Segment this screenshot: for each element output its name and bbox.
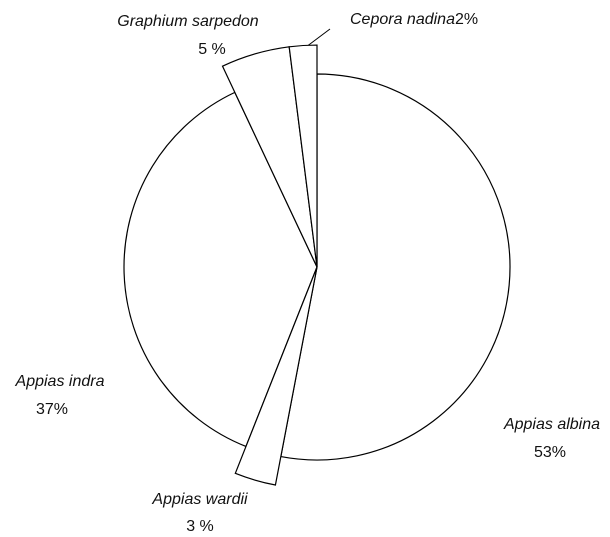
leader-line [305,28,331,48]
slice-value: 2% [455,11,478,28]
pie-slice [280,73,511,461]
slice-name: Appias indra [15,373,105,390]
slice-value: 3 % [186,518,214,535]
slice-value: 53% [534,444,566,461]
slice-value: 37% [36,401,68,418]
pie-slice [234,266,318,486]
slice-value: 5 % [198,41,226,58]
pie-slice [288,44,318,268]
slice-name: Cepora nadina [350,11,455,28]
slice-name: Graphium sarpedon [117,13,259,30]
slice-name: Appias wardii [151,491,248,508]
slice-label: Cepora nadina2% [350,11,478,28]
pie-slice [123,91,318,448]
slice-name: Appias albina [503,416,600,433]
